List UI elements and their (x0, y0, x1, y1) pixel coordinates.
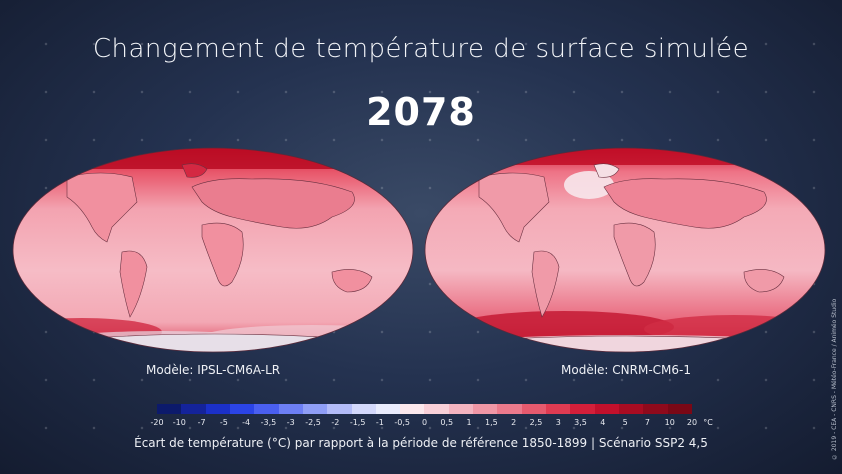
color-scale-segment (546, 404, 571, 414)
color-scale-segment (570, 404, 595, 414)
color-scale-tick: -1 (375, 418, 384, 427)
color-scale-unit: °C (703, 418, 713, 427)
color-scale-tick: -10 (172, 418, 186, 427)
color-scale-segment (254, 404, 279, 414)
color-scale-segment (302, 404, 328, 414)
world-map-ipsl (12, 147, 414, 353)
color-scale-segment (229, 404, 255, 414)
color-scale-ticks: -20 -10 -7 -5 -4 -3,5 -3 -2,5 -2 -1,5 -1 -0,5 0 0,5 1 1… (150, 418, 717, 430)
color-scale-tick: 0 (421, 418, 428, 427)
color-scale-tick: 3 (555, 418, 561, 427)
color-scale-segment (497, 404, 522, 414)
color-scale-tick: -7 (197, 418, 206, 427)
color-scale-segment (157, 404, 182, 414)
color-scale-tick: 2,5 (529, 418, 543, 427)
color-scale-tick: 4 (600, 418, 606, 427)
color-scale-tick: -1,5 (349, 418, 366, 427)
color-scale-segment (205, 404, 230, 414)
page-title: Changement de température de surface sim… (92, 34, 750, 64)
color-scale-segment (400, 404, 425, 414)
color-scale-tick: 2 (511, 418, 517, 427)
color-scale-segment (618, 404, 644, 414)
color-scale-bar (157, 404, 692, 414)
color-scale-segment (278, 404, 303, 414)
model-label-cnrm: Modèle: CNRM-CM6-1 (561, 363, 691, 377)
color-scale-tick: -20 (150, 418, 164, 427)
color-scale-tick: -4 (242, 418, 251, 427)
color-scale-tick: -3 (286, 418, 295, 427)
color-scale-segment (424, 404, 449, 414)
map-ipsl (12, 147, 414, 353)
color-scale-segment (473, 404, 498, 414)
color-scale-tick: -5 (219, 418, 228, 427)
year-label: 2078 (366, 90, 476, 134)
color-scale-segment (643, 404, 668, 414)
color-scale-segment (521, 404, 546, 414)
world-map-cnrm (424, 147, 826, 353)
color-scale-segment (181, 404, 206, 414)
color-scale-tick: 5 (622, 418, 628, 427)
color-scale-tick: 3,5 (574, 418, 587, 427)
color-scale-tick: 20 (686, 418, 698, 427)
copyright-credit: © 2019 - CEA - CNRS - Météo-France / Ani… (831, 298, 838, 460)
map-cnrm (424, 147, 826, 353)
color-scale-tick: -0,5 (394, 418, 411, 427)
color-scale-segment (594, 404, 619, 414)
color-scale-tick: -3,5 (260, 418, 277, 427)
color-scale-segment (448, 404, 474, 414)
color-scale-tick: 10 (664, 418, 675, 427)
color-scale-segment (375, 404, 401, 414)
color-scale-segment (327, 404, 352, 414)
color-scale-segment (667, 404, 692, 414)
model-label-ipsl: Modèle: IPSL-CM6A-LR (146, 363, 281, 377)
color-scale-tick: 1,5 (485, 418, 498, 427)
color-scale-tick: 1 (466, 418, 472, 427)
color-scale-tick: 0,5 (440, 418, 454, 427)
color-scale-tick: -2,5 (305, 418, 321, 427)
legend-caption: Écart de température (°C) par rapport à … (134, 436, 708, 450)
color-scale-segment (351, 404, 376, 414)
color-scale-tick: -2 (331, 418, 340, 427)
color-scale-tick: 7 (644, 418, 650, 427)
